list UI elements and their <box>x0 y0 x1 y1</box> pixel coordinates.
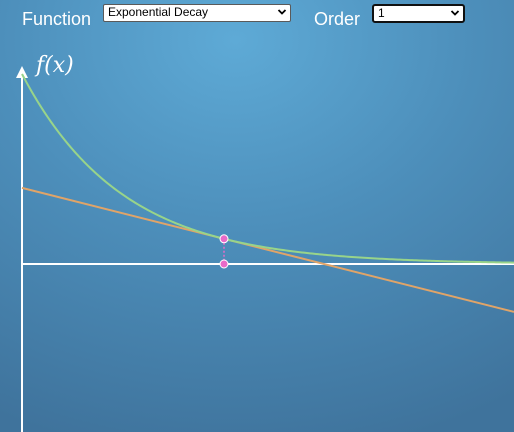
axis-point[interactable] <box>220 260 228 268</box>
curve-point[interactable] <box>220 235 228 243</box>
tangent-line <box>22 188 514 312</box>
function-curve <box>22 74 514 263</box>
y-axis-label: f(x) <box>34 53 74 78</box>
y-axis-arrow-icon <box>16 66 28 78</box>
